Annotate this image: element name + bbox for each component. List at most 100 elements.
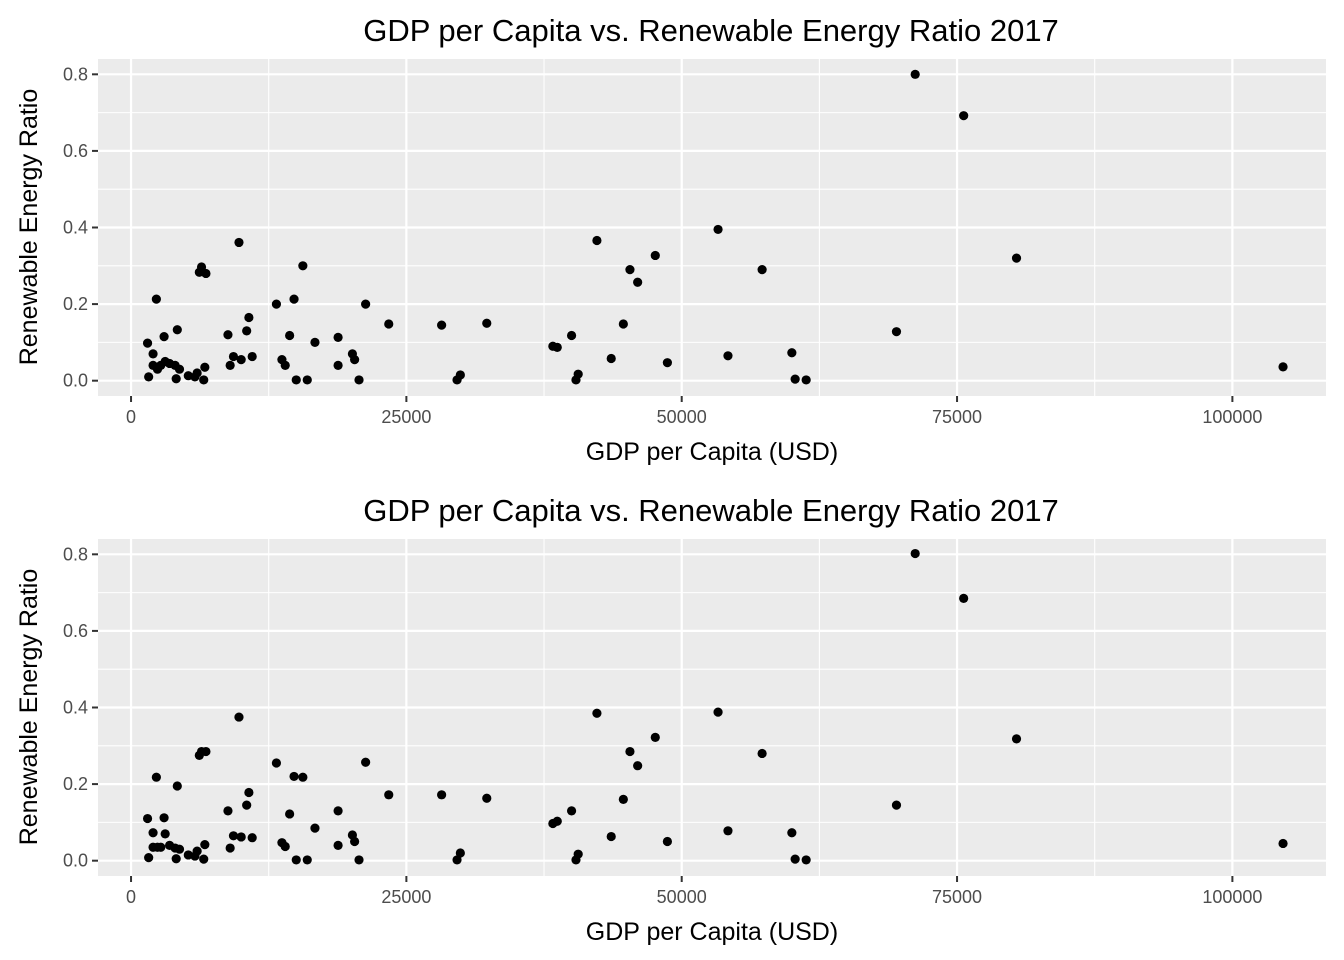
data-point [289, 771, 299, 782]
data-point [242, 800, 252, 810]
y-tick-label: 0.4 [63, 218, 88, 238]
data-point [236, 832, 246, 842]
chart-title: GDP per Capita vs. Renewable Energy Rati… [363, 493, 1059, 528]
data-point [625, 265, 635, 275]
data-point [618, 794, 628, 805]
data-point [787, 828, 797, 838]
data-point [455, 848, 465, 858]
data-point [159, 813, 169, 823]
data-point [160, 829, 170, 839]
scatter-points [142, 548, 1288, 865]
x-tick-label: 100000 [1202, 887, 1262, 907]
x-tick-label: 25000 [381, 407, 431, 427]
data-point [199, 854, 209, 864]
data-point [302, 855, 312, 865]
data-point [350, 355, 360, 365]
data-point [910, 548, 920, 559]
y-tick-label: 0.8 [63, 64, 88, 84]
x-tick-label: 25000 [381, 887, 431, 907]
data-point [142, 338, 153, 348]
data-point [592, 235, 602, 246]
data-point [244, 312, 254, 323]
data-point [247, 351, 257, 362]
grid-lines [98, 59, 1326, 396]
data-point [199, 375, 209, 385]
x-tick-label: 75000 [932, 887, 982, 907]
data-point [384, 790, 394, 800]
data-point [633, 277, 643, 287]
data-point [891, 800, 902, 810]
data-point [361, 757, 371, 767]
y-axis: 0.0 0.2 0.4 0.6 0.8 [63, 544, 98, 871]
data-point [142, 813, 153, 824]
x-axis-label: GDP per Capita (USD) [586, 438, 838, 466]
chart-title: GDP per Capita vs. Renewable Energy Rati… [363, 13, 1059, 48]
data-point [455, 370, 465, 380]
data-point [171, 374, 181, 384]
data-point [891, 327, 902, 337]
data-point [910, 69, 920, 79]
y-tick-label: 0.0 [63, 851, 88, 871]
data-point [174, 364, 185, 374]
x-tick-label: 0 [126, 407, 136, 427]
data-point [310, 823, 320, 833]
data-point [148, 828, 158, 838]
data-point [437, 790, 447, 800]
data-point [757, 748, 767, 759]
data-point [713, 707, 723, 717]
data-point [244, 787, 254, 798]
data-point [298, 772, 308, 782]
data-point [552, 342, 562, 352]
data-point [650, 250, 660, 261]
data-point [361, 299, 371, 309]
data-point [151, 294, 161, 304]
x-axis-label: GDP per Capita (USD) [586, 918, 838, 946]
data-point [200, 362, 210, 372]
data-point [223, 806, 233, 816]
data-point [285, 809, 295, 819]
data-point [225, 360, 235, 370]
data-point [171, 854, 181, 864]
y-axis-label: Renewable Energy Ratio [15, 89, 43, 366]
data-point [291, 855, 301, 865]
data-point [566, 330, 577, 341]
x-tick-label: 0 [126, 887, 136, 907]
y-tick-label: 0.4 [63, 698, 88, 718]
y-tick-label: 0.0 [63, 371, 88, 391]
x-tick-label: 50000 [657, 887, 707, 907]
chart-2: GDP per Capita vs. Renewable Energy Rati… [15, 493, 1326, 946]
data-point [713, 224, 723, 235]
data-point [592, 708, 602, 718]
data-point [437, 320, 447, 330]
data-point [271, 299, 282, 309]
data-point [200, 839, 210, 850]
y-axis-label: Renewable Energy Ratio [15, 569, 43, 846]
data-point [172, 781, 182, 791]
data-point [310, 337, 320, 347]
data-point [452, 855, 462, 865]
data-point [247, 833, 257, 843]
x-tick-label: 75000 [932, 407, 982, 427]
data-point [1011, 253, 1022, 263]
data-point [650, 732, 660, 742]
data-point [174, 844, 185, 854]
data-point [234, 237, 244, 248]
x-axis: 0 25000 50000 75000 100000 [126, 876, 1262, 907]
data-point [354, 375, 364, 385]
data-point [723, 351, 733, 361]
data-point [606, 831, 616, 842]
data-point [144, 853, 154, 863]
data-point [333, 806, 343, 816]
data-point [151, 772, 161, 782]
y-tick-label: 0.2 [63, 774, 88, 794]
data-point [148, 349, 158, 359]
data-point [144, 372, 154, 382]
data-point [298, 261, 308, 271]
data-point [384, 319, 394, 329]
data-point [662, 358, 672, 368]
data-point [228, 831, 239, 841]
data-point [482, 793, 492, 803]
data-point [573, 849, 583, 859]
grid-lines [98, 539, 1326, 876]
chart-1: GDP per Capita vs. Renewable Energy Rati… [15, 13, 1326, 466]
